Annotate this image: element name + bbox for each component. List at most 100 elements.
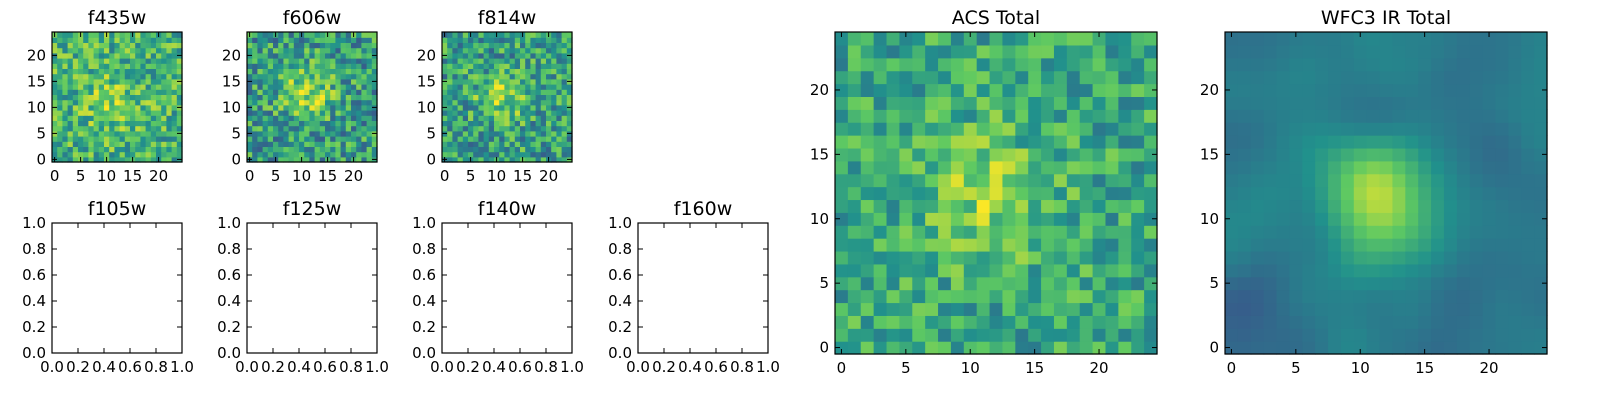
heatmap-cell	[1144, 328, 1158, 342]
heatmap-cell	[504, 37, 511, 43]
heatmap-cell	[494, 63, 500, 69]
heatmap-cell	[478, 84, 485, 90]
heatmap-cell	[938, 57, 952, 72]
heatmap-cell	[1250, 263, 1265, 278]
heatmap-cell	[319, 52, 326, 59]
heatmap-cell	[530, 136, 537, 142]
heatmap-cell	[314, 104, 321, 111]
heatmap-cell	[78, 110, 84, 116]
heatmap-cell	[520, 94, 526, 101]
heatmap-cell	[1482, 122, 1497, 136]
heatmap-cell	[1015, 96, 1029, 110]
heatmap-cell	[345, 58, 352, 64]
heatmap-cell	[130, 63, 136, 69]
heatmap-cell	[1521, 199, 1535, 213]
heatmap-cell	[1495, 302, 1509, 316]
heatmap-cell	[293, 125, 300, 132]
heatmap-cell	[288, 68, 295, 75]
heatmap-cell	[963, 173, 978, 188]
heatmap-cell	[1379, 263, 1394, 278]
heatmap-cell	[1002, 199, 1016, 213]
heatmap-cell	[356, 125, 362, 132]
heatmap-cell	[161, 94, 167, 101]
heatmap-cell	[525, 151, 531, 158]
heatmap-cell	[319, 78, 326, 85]
heatmap-cell	[860, 302, 875, 316]
heatmap-cell	[912, 57, 926, 72]
heatmap-cell	[1131, 109, 1145, 123]
y-tick-label: 1.0	[22, 214, 46, 232]
heatmap-cell	[546, 89, 552, 95]
heatmap-cell	[98, 68, 105, 75]
heatmap-cell	[1521, 341, 1535, 355]
heatmap-cell	[1289, 173, 1303, 188]
heatmap-cell	[1482, 109, 1497, 123]
panel-f140w: 0.0 0.2 0.4 0.6 0.8 1.00.00.20.40.60.81.0f140…	[412, 198, 584, 376]
heatmap-cell	[1066, 199, 1081, 213]
heatmap-cell	[478, 47, 485, 54]
heatmap-cell	[98, 141, 105, 147]
heatmap-cell	[488, 115, 495, 121]
heatmap-cell	[93, 151, 100, 158]
heatmap-cell	[150, 94, 157, 101]
heatmap-cell	[873, 263, 888, 278]
heatmap-cell	[1353, 160, 1368, 175]
heatmap-cell	[257, 68, 264, 75]
heatmap-cell	[1340, 83, 1355, 97]
heatmap-cell	[452, 136, 459, 142]
heatmap-cell	[499, 120, 505, 127]
heatmap-cell	[1079, 212, 1094, 226]
heatmap-cell	[140, 68, 147, 75]
heatmap-cell	[109, 78, 115, 85]
heatmap-cell	[273, 130, 279, 137]
heatmap-cell	[1469, 250, 1484, 265]
heatmap-cell	[262, 115, 269, 121]
heatmap-cell	[442, 47, 448, 54]
heatmap-cell	[361, 156, 368, 163]
heatmap-cell	[525, 104, 531, 111]
heatmap-cell	[330, 94, 336, 101]
heatmap-cell	[288, 37, 295, 43]
heatmap-cell	[963, 57, 978, 72]
heatmap-cell	[1041, 263, 1055, 278]
heatmap-cell	[499, 58, 505, 64]
heatmap-cell	[293, 136, 300, 142]
heatmap-cell	[283, 42, 290, 49]
heatmap-cell	[1053, 96, 1068, 110]
heatmap-cell	[912, 173, 926, 188]
heatmap-cell	[1263, 96, 1278, 110]
heatmap-cell	[176, 120, 183, 127]
heatmap-cell	[1289, 44, 1303, 59]
heatmap-cell	[1263, 122, 1278, 136]
heatmap-cell	[1495, 328, 1509, 342]
heatmap-cell	[1002, 70, 1016, 85]
heatmap-cell	[1495, 70, 1509, 85]
heatmap-cell	[293, 156, 300, 163]
heatmap-cell	[176, 94, 183, 101]
heatmap-cell	[98, 120, 105, 127]
heatmap-cell	[1276, 135, 1290, 149]
heatmap-cell	[1028, 250, 1042, 265]
heatmap-cell	[78, 120, 84, 127]
heatmap-cell	[247, 99, 253, 106]
heatmap-cell	[514, 146, 521, 153]
heatmap-cell	[1053, 263, 1068, 278]
heatmap-cell	[1289, 160, 1303, 175]
heatmap-cell	[520, 52, 526, 59]
heatmap-cell	[1144, 122, 1158, 136]
heatmap-cell	[504, 104, 511, 111]
heatmap-cell	[514, 125, 521, 132]
heatmap-cell	[83, 68, 89, 75]
heatmap-cell	[288, 89, 295, 95]
heatmap-cell	[161, 136, 167, 142]
heatmap-cell	[1041, 250, 1055, 265]
heatmap-cell	[1521, 263, 1535, 278]
heatmap-cell	[1118, 57, 1132, 72]
heatmap-cell	[135, 151, 141, 158]
heatmap-cell	[899, 328, 913, 342]
heatmap-cell	[1456, 57, 1471, 72]
heatmap-cell	[130, 78, 136, 85]
heatmap-cell	[83, 63, 89, 69]
heatmap-cell	[556, 130, 563, 137]
